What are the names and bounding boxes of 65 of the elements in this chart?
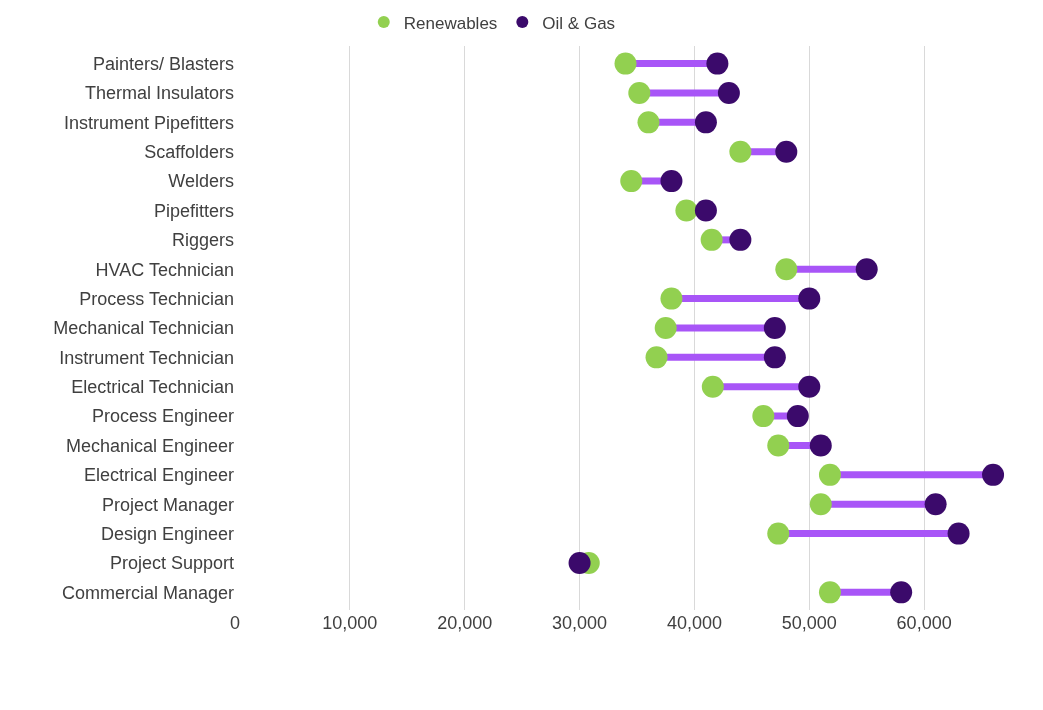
y-tick-label: Welders <box>168 171 234 192</box>
point <box>694 111 717 134</box>
y-tick-label: Instrument Pipefitters <box>63 112 234 133</box>
point <box>809 434 832 457</box>
point <box>729 228 752 251</box>
point <box>763 317 786 339</box>
y-tick-label: Design Engineer <box>100 523 234 544</box>
x-tick-label: 60,000 <box>896 613 952 633</box>
point <box>637 111 660 134</box>
x-tick-label: 20,000 <box>437 613 493 633</box>
point <box>675 199 698 222</box>
point <box>982 463 1005 486</box>
point <box>729 140 752 163</box>
legend-label: Oil & Gas <box>542 13 616 33</box>
point <box>775 140 798 163</box>
point <box>706 52 729 75</box>
point <box>855 258 878 281</box>
x-tick-label: 30,000 <box>552 613 608 633</box>
point <box>818 463 841 486</box>
point <box>924 493 947 516</box>
y-tick-label: HVAC Technician <box>95 259 234 280</box>
point <box>818 581 841 604</box>
point <box>752 405 775 428</box>
point <box>620 170 643 193</box>
y-tick-label: Project Support <box>109 553 234 574</box>
point <box>701 375 724 398</box>
point <box>717 82 740 104</box>
point <box>890 581 913 604</box>
y-tick-label: Painters/ Blasters <box>92 53 234 74</box>
point <box>798 375 821 398</box>
point <box>786 405 809 428</box>
point <box>775 258 798 281</box>
y-tick-label: Commercial Manager <box>61 582 234 603</box>
y-tick-label: Mechanical Technician <box>53 318 234 339</box>
y-tick-label: Electrical Technician <box>71 377 234 398</box>
y-tick-label: Thermal Insulators <box>84 83 234 104</box>
x-tick-label: 0 <box>229 613 241 633</box>
point <box>763 346 786 369</box>
point <box>568 552 591 574</box>
y-tick-label: Electrical Engineer <box>83 465 234 486</box>
point <box>660 170 683 193</box>
y-tick-label: Process Engineer <box>91 406 234 427</box>
point <box>767 434 790 457</box>
point <box>798 287 821 310</box>
x-tick-label: 10,000 <box>322 613 378 633</box>
point <box>654 317 677 339</box>
point <box>767 522 790 545</box>
legend-label: Renewables <box>403 13 498 33</box>
y-tick-label: Project Manager <box>101 494 234 515</box>
y-tick-label: Process Technician <box>79 288 234 309</box>
x-tick-label: 40,000 <box>666 613 722 633</box>
point <box>694 199 717 222</box>
point <box>645 346 668 369</box>
x-tick-label: 50,000 <box>781 613 837 633</box>
point <box>809 493 832 516</box>
point <box>700 228 723 251</box>
y-tick-label: Instrument Technician <box>59 347 234 368</box>
point <box>614 52 637 75</box>
point <box>660 287 683 310</box>
point <box>628 82 651 104</box>
point <box>947 522 970 545</box>
y-tick-label: Scaffolders <box>144 142 234 163</box>
y-tick-label: Riggers <box>171 230 234 251</box>
y-tick-label: Mechanical Engineer <box>65 435 234 456</box>
y-tick-label: Pipefitters <box>153 200 234 221</box>
